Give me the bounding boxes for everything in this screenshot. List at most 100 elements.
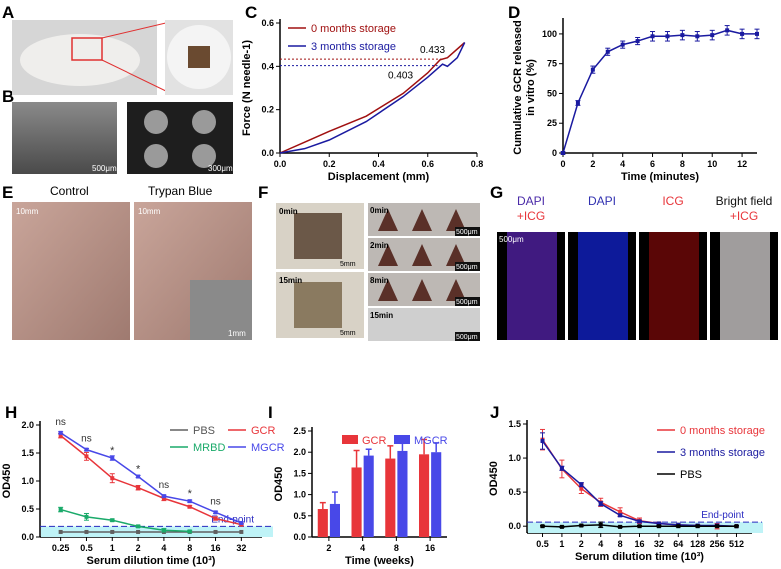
legend-label: MRBD: [193, 442, 225, 454]
data-point: [598, 501, 603, 506]
series-line: [562, 29, 757, 154]
x-tick-label: 2: [579, 539, 584, 549]
scale-bar-label: 10mm: [138, 207, 161, 216]
significance-label: ns: [159, 480, 170, 491]
x-tick-label: 6: [650, 159, 655, 169]
y-axis-label: Cumulative GCR released: [512, 20, 524, 155]
significance-label: *: [136, 464, 141, 476]
x-tick-label: 4: [360, 543, 365, 553]
scale-bar-label: 5mm: [340, 330, 356, 337]
x-tick-label: 2: [590, 159, 595, 169]
x-tick-label: 8: [394, 543, 399, 553]
data-point: [618, 524, 623, 529]
bar: [329, 503, 340, 537]
scale-bar-label: 500μm: [456, 334, 478, 341]
time-label: 0min: [370, 206, 389, 215]
data-point: [598, 522, 603, 527]
data-point: [755, 31, 759, 36]
data-point: [680, 33, 685, 38]
y-tick-label: 0.0: [261, 148, 274, 158]
y-tick-label: 75: [547, 59, 557, 69]
data-point: [605, 49, 610, 54]
tissue: [720, 232, 770, 340]
data-point: [715, 524, 720, 529]
data-point: [676, 524, 681, 529]
x-tick-label: 10: [707, 159, 717, 169]
data-point: [725, 28, 730, 33]
endpoint-band: [528, 522, 763, 533]
x-tick-label: 0.2: [323, 159, 336, 169]
bar: [419, 454, 430, 537]
panel-label-f: F: [258, 183, 268, 202]
legend-label: 3 months storage: [680, 447, 765, 459]
time-label: 8min: [370, 276, 389, 285]
scale-bar: [455, 332, 480, 341]
time-label: 15min: [370, 311, 393, 320]
x-axis-label: Time (weeks): [345, 555, 414, 567]
x-tick-label: 12: [737, 159, 747, 169]
bar: [363, 455, 374, 537]
data-point: [84, 529, 89, 534]
data-point: [590, 67, 595, 72]
data-point: [635, 39, 640, 44]
data-point: [540, 524, 545, 529]
data-point: [58, 433, 63, 438]
panel-label-i: I: [268, 403, 273, 422]
data-point: [540, 439, 545, 444]
scale-bar-label: 500μm: [92, 164, 117, 173]
data-point: [136, 529, 141, 534]
data-point: [58, 507, 63, 512]
y-tick-label: 25: [547, 118, 557, 128]
y-tick-label: 0.5: [508, 487, 521, 497]
data-point: [213, 529, 218, 534]
bar: [431, 452, 442, 537]
data-point: [579, 523, 584, 528]
series-line: [60, 435, 242, 526]
x-tick-label: 0.4: [372, 159, 385, 169]
endpoint-label: End-point: [701, 510, 744, 521]
x-tick-label: 8: [680, 159, 685, 169]
needle: [446, 244, 466, 266]
dissolution-photos: 0min 5mm 15min 5mm 0min 500μm 2min 500μm 8min 500…: [276, 203, 480, 341]
x-tick-label: 4: [161, 543, 166, 553]
patch: [294, 213, 342, 259]
image-title: +ICG: [730, 209, 758, 223]
data-point: [579, 482, 584, 487]
data-point: [161, 496, 166, 501]
scale-bar-label: 500μm: [456, 264, 478, 271]
x-tick-label: 512: [729, 539, 744, 549]
x-tick-label: 4: [620, 159, 625, 169]
y-axis-label: in vitro (%): [525, 59, 537, 116]
y-tick-label: 1.5: [21, 448, 34, 458]
image-title: ICG: [662, 194, 683, 208]
scale-bar-label: 500μm: [499, 235, 524, 244]
x-tick-label: 0.6: [421, 159, 434, 169]
significance-label: ns: [81, 434, 92, 445]
data-point: [136, 474, 141, 479]
y-tick-label: 100: [542, 29, 557, 39]
scale-bar: [455, 227, 480, 236]
x-axis-label: Time (minutes): [621, 171, 699, 183]
x-tick-label: 128: [690, 539, 705, 549]
data-point: [740, 31, 745, 36]
data-point: [710, 33, 715, 38]
x-tick-label: 4: [598, 539, 603, 549]
legend-label: MGCR: [414, 435, 448, 447]
scale-bar-label: 500μm: [456, 229, 478, 236]
data-point: [136, 524, 141, 529]
scale-bar-label: 300μm: [208, 164, 233, 173]
scale-bar-label: 1mm: [228, 329, 246, 338]
data-point: [136, 485, 141, 490]
panel-label-e: E: [2, 183, 13, 202]
legend-label: GCR: [362, 435, 387, 447]
bar: [385, 458, 396, 537]
y-tick-label: 1.0: [508, 453, 521, 463]
tissue: [507, 232, 557, 340]
data-point: [110, 518, 115, 523]
time-label: 15min: [279, 276, 302, 285]
y-tick-label: 1.0: [293, 490, 306, 500]
x-tick-label: 16: [425, 543, 435, 553]
scale-bar: [455, 262, 480, 271]
data-point: [559, 466, 564, 471]
